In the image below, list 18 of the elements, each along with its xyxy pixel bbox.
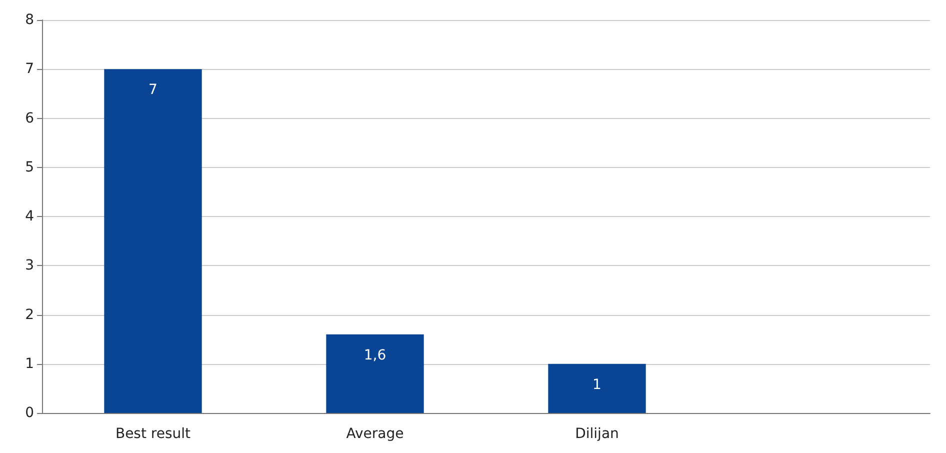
x-tick-label: Best result xyxy=(115,426,192,442)
data-label: 1,6 xyxy=(364,347,386,364)
x-tick-label: Dilijan xyxy=(575,426,619,442)
bar xyxy=(104,69,202,413)
x-tick-label: Average xyxy=(346,426,404,442)
y-tick-label: 7 xyxy=(25,61,34,78)
y-tick-label: 8 xyxy=(25,12,34,28)
y-tick-label: 0 xyxy=(25,405,34,421)
y-tick-label: 6 xyxy=(25,110,34,126)
y-tick-label: 5 xyxy=(25,159,34,176)
y-tick-label: 1 xyxy=(25,356,34,372)
data-label: 1 xyxy=(592,376,602,393)
data-label: 7 xyxy=(148,82,158,98)
y-tick-label: 3 xyxy=(25,258,34,274)
y-tick-label: 4 xyxy=(25,208,34,224)
y-tick-label: 2 xyxy=(25,306,34,323)
bar xyxy=(326,334,424,413)
bar xyxy=(548,364,646,413)
